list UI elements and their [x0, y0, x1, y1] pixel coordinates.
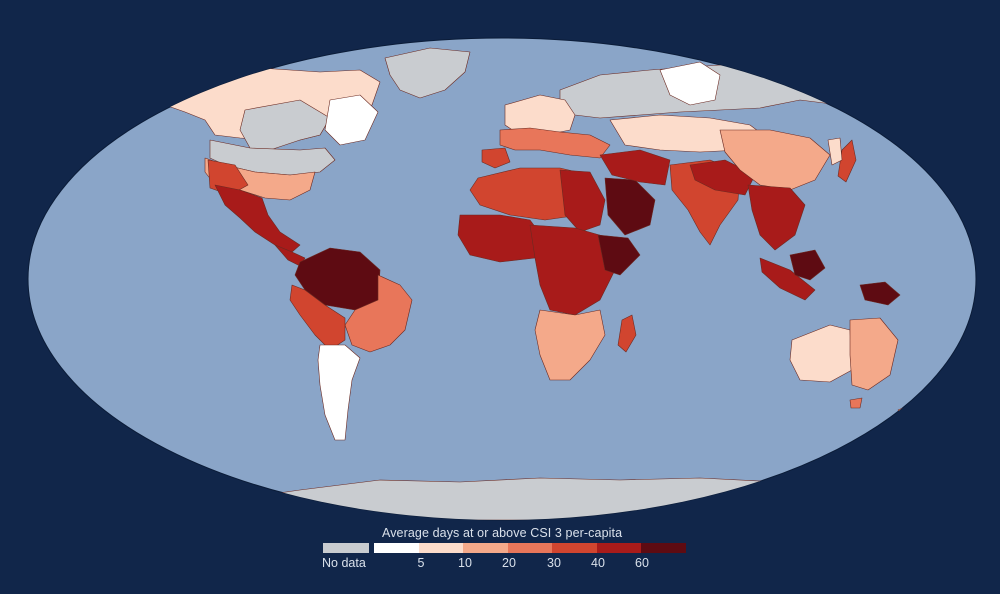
region-egypt-sudan	[559, 169, 606, 233]
region-madagascar	[617, 314, 637, 353]
region-europe	[504, 94, 576, 136]
scale-swatch-0	[374, 543, 419, 553]
region-southeast-asia	[747, 184, 806, 251]
legend: Average days at or above CSI 3 per-capit…	[320, 526, 700, 586]
region-brazil-east	[344, 274, 413, 353]
region-horn-of-africa	[597, 234, 641, 276]
region-southern-africa	[534, 309, 606, 381]
region-australia-west	[789, 324, 853, 383]
scale-swatch-3	[507, 543, 553, 553]
region-korea	[827, 137, 843, 166]
scale-swatch-4	[552, 543, 597, 553]
scale-tick-40: 40	[591, 556, 605, 570]
region-mediterranean	[499, 127, 611, 159]
scale-tick-20: 20	[502, 556, 516, 570]
scale-tick-30: 30	[547, 556, 561, 570]
legend-title: Average days at or above CSI 3 per-capit…	[382, 526, 623, 540]
scale-swatch-6	[641, 543, 687, 553]
region-mexico	[214, 184, 301, 253]
region-iberia	[481, 147, 511, 169]
region-central-africa	[529, 224, 616, 316]
region-china	[719, 129, 831, 191]
scale-swatch-2	[463, 543, 508, 553]
scale-swatch-1	[418, 543, 464, 553]
region-southern-cone	[317, 344, 361, 441]
region-japan	[837, 139, 857, 183]
no-data-swatch	[323, 543, 369, 553]
region-borneo	[789, 249, 826, 281]
region-middle-east	[599, 149, 671, 186]
ocean	[27, 37, 977, 521]
region-greenland	[384, 47, 471, 99]
region-canada-east	[324, 94, 379, 146]
scale-tick-10: 10	[458, 556, 472, 570]
scale-tick-60: 60	[635, 556, 649, 570]
region-canada-interior	[239, 99, 331, 151]
region-siberia-north	[659, 61, 721, 106]
region-new-guinea	[859, 281, 901, 306]
color-scale	[374, 543, 687, 553]
scale-swatch-5	[596, 543, 642, 553]
region-australia-east	[849, 317, 899, 391]
no-data-label: No data	[322, 556, 366, 570]
region-tasmania	[849, 397, 863, 409]
scale-tick-5: 5	[417, 556, 425, 570]
region-sumatra-java	[759, 257, 816, 301]
